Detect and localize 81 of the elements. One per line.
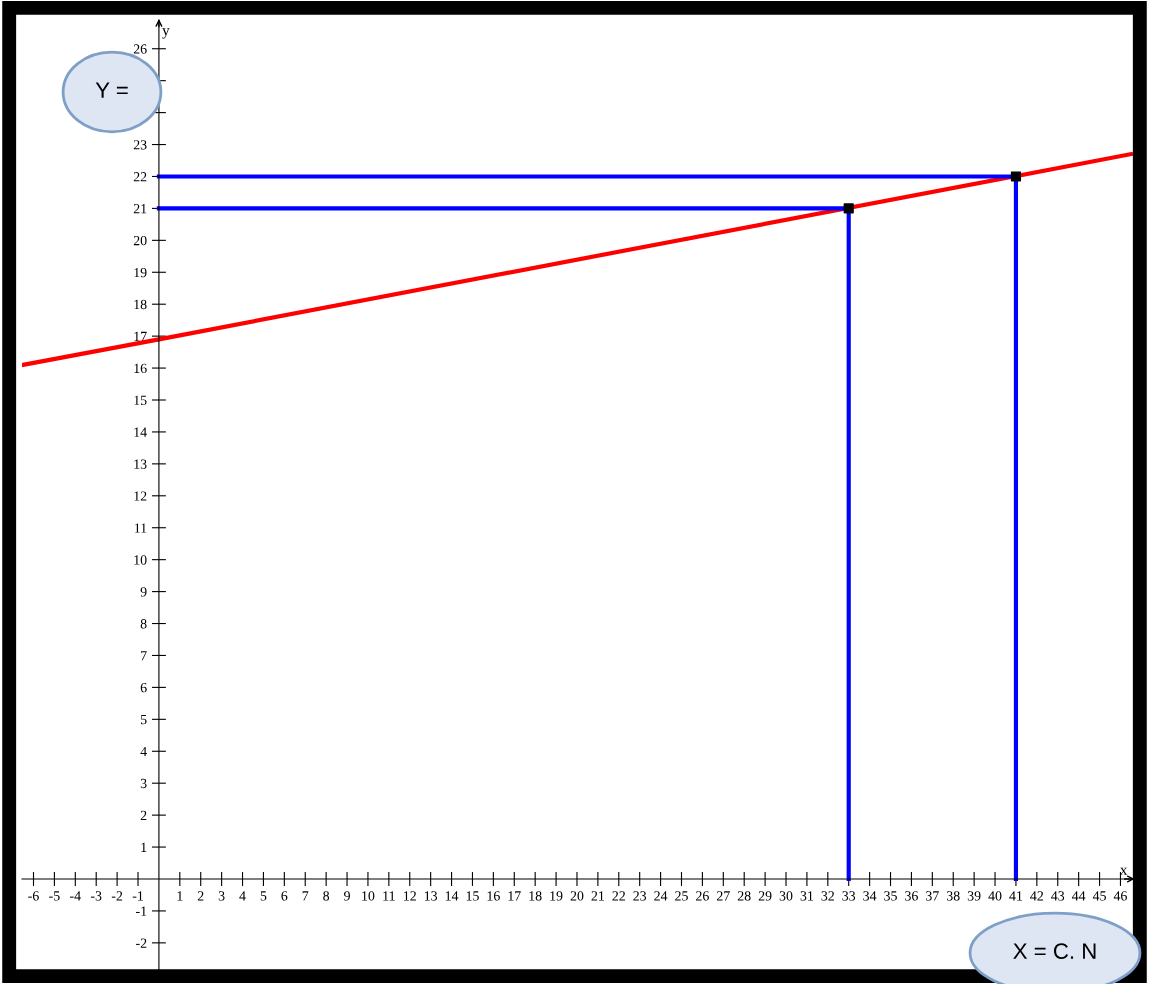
y-tick-label: 3	[140, 778, 147, 789]
x-tick-label: 18	[529, 891, 542, 901]
x-tick-label: 40	[988, 891, 1002, 901]
y-tick-label: 26	[133, 44, 147, 54]
y-tick-label: -1	[136, 906, 147, 916]
x-tick-label: 17	[508, 891, 521, 901]
y-tick-label: 17	[134, 331, 147, 341]
x-tick-label: -4	[70, 891, 81, 901]
x-tick-label: 7	[302, 891, 309, 901]
y-tick-label: 21	[133, 204, 147, 214]
x-tick-label: 42	[1030, 891, 1044, 901]
y-axis-title: y	[162, 28, 170, 39]
y-tick-label: -2	[136, 938, 147, 948]
y-tick-label: 1	[141, 842, 147, 852]
x-tick-label: 12	[404, 891, 416, 901]
y-tick-label: 14	[134, 427, 147, 437]
x-tick-label: 31	[800, 891, 814, 901]
x-tick-label: 14	[445, 891, 459, 901]
x-tick-label: -3	[90, 891, 102, 901]
y-tick-label: 16	[134, 363, 147, 374]
x-tick-label: 38	[946, 891, 960, 901]
x-tick-label: 11	[383, 891, 395, 901]
annotation: Y =	[95, 82, 128, 98]
x-tick-label: 29	[758, 891, 772, 901]
y-tick-label: 18	[134, 299, 147, 310]
y-tick-label: 23	[133, 140, 147, 150]
x-tick-label: 10	[362, 891, 375, 901]
x-tick-label: 1	[177, 891, 183, 901]
x-tick-label: 16	[487, 891, 500, 901]
x-tick-label: 26	[696, 891, 709, 901]
x-tick-label: 25	[675, 891, 688, 901]
x-tick-label: 8	[323, 891, 330, 901]
x-tick-label: 32	[821, 891, 834, 901]
x-tick-label: 22	[612, 891, 625, 901]
y-tick-label: 12	[134, 491, 147, 501]
x-tick-label: 24	[654, 891, 668, 901]
y-tick-label: 13	[134, 459, 147, 469]
x-tick-label: 15	[466, 891, 479, 901]
x-tick-label: 44	[1071, 891, 1086, 901]
y-tick-label: 19	[134, 267, 147, 278]
x-tick-label: 4	[239, 891, 246, 901]
y-tick-label: 6	[140, 683, 147, 693]
y-tick-label: 15	[134, 395, 147, 405]
x-tick-label: 6	[281, 891, 288, 901]
x-tick-label: -5	[49, 891, 60, 901]
x-tick-label: 36	[905, 891, 918, 901]
x-tick-label: 35	[884, 891, 897, 901]
x-tick-label: 43	[1051, 891, 1065, 901]
x-tick-label: 37	[926, 891, 939, 901]
x-tick-label: 28	[737, 891, 751, 901]
x-tick-label: 9	[344, 891, 350, 901]
x-tick-label: -6	[28, 891, 39, 901]
x-tick-label: 33	[842, 891, 856, 901]
x-tick-label: 5	[260, 891, 267, 901]
x-tick-label: 19	[550, 891, 563, 901]
x-tick-label: 2	[197, 891, 204, 901]
y-tick-label: 8	[140, 619, 147, 629]
x-tick-label: 27	[716, 891, 730, 901]
x-tick-label: 3	[218, 891, 225, 901]
x-tick-label: 13	[424, 891, 438, 901]
y-tick-label: 2	[140, 810, 147, 820]
y-tick-label: 10	[134, 555, 147, 565]
y-tick-label: 20	[133, 235, 147, 246]
x-tick-label: 39	[967, 891, 981, 901]
x-tick-label: 23	[633, 891, 647, 901]
x-tick-label: 45	[1092, 891, 1106, 901]
x-tick-label: 30	[779, 891, 793, 901]
y-tick-label: 9	[140, 587, 147, 597]
y-tick-label: 4	[140, 746, 147, 757]
y-tick-label: 7	[141, 651, 147, 661]
x-tick-label: -2	[111, 891, 123, 901]
x-axis-title: x	[1119, 867, 1128, 875]
annotation: X = C. N	[1013, 943, 1096, 959]
y-tick-label: 5	[140, 715, 147, 725]
x-tick-label: 20	[570, 891, 584, 901]
x-tick-label: 46	[1113, 891, 1127, 901]
y-tick-label: 11	[134, 523, 147, 533]
x-tick-label: 21	[591, 891, 604, 901]
x-tick-label: 34	[863, 891, 877, 901]
x-tick-label: 41	[1009, 891, 1023, 901]
y-tick-label: 22	[133, 172, 147, 182]
